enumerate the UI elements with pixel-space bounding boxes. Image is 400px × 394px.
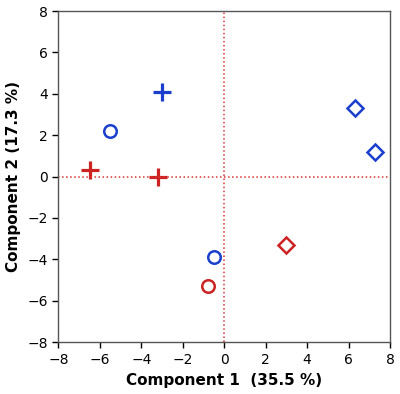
- X-axis label: Component 1  (35.5 %): Component 1 (35.5 %): [126, 374, 322, 388]
- Y-axis label: Component 2 (17.3 %): Component 2 (17.3 %): [6, 81, 20, 272]
